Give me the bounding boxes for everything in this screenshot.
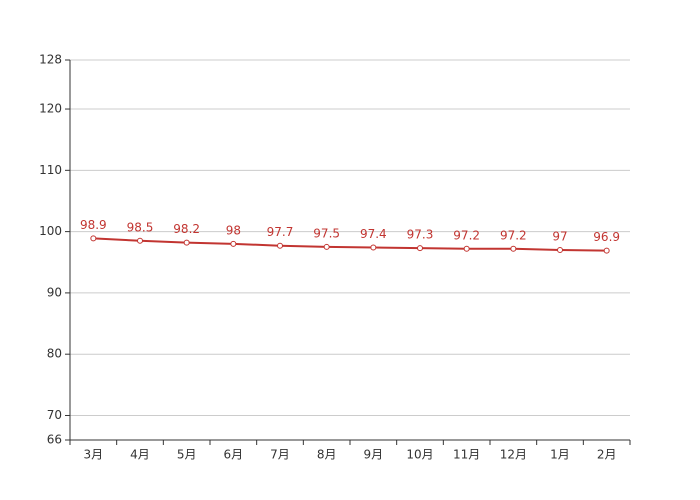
y-tick-label: 100 — [39, 224, 62, 238]
y-tick-label: 80 — [47, 347, 62, 361]
data-label: 97.2 — [500, 228, 527, 242]
y-tick-label: 110 — [39, 163, 62, 177]
x-tick-label: 3月 — [84, 448, 104, 462]
x-tick-label: 12月 — [500, 448, 527, 462]
data-label: 98.5 — [127, 220, 154, 234]
x-tick-label: 9月 — [364, 448, 384, 462]
data-label: 97.5 — [313, 226, 340, 240]
data-label: 98.2 — [173, 222, 200, 236]
y-tick-label: 70 — [47, 408, 62, 422]
y-tick-label: 66 — [47, 433, 62, 447]
line — [93, 237, 607, 252]
data-label: 96.9 — [593, 230, 620, 244]
point — [557, 247, 563, 253]
x-tick-label: 1月 — [550, 448, 570, 462]
data-label: 97.7 — [267, 225, 294, 239]
point — [323, 243, 330, 250]
x-tick-label: 6月 — [224, 448, 244, 462]
x-tick-label: 8月 — [317, 448, 337, 462]
point — [183, 239, 190, 246]
x-tick-label: 2月 — [597, 448, 617, 462]
x-tick-label: 5月 — [177, 448, 197, 462]
point — [137, 237, 143, 244]
y-tick-label: 90 — [47, 285, 62, 299]
x-tick-label: 11月 — [453, 448, 480, 462]
data-label: 97.2 — [453, 228, 480, 242]
point — [463, 245, 470, 252]
point — [603, 247, 610, 254]
y-tick-label: 120 — [39, 102, 62, 116]
data-label: 98.9 — [80, 218, 107, 232]
point — [90, 235, 97, 242]
data-label: 97 — [552, 230, 567, 244]
data-label: 97.3 — [407, 228, 434, 242]
x-tick-label: 4月 — [130, 448, 150, 462]
data-label: 98 — [226, 223, 241, 237]
point — [370, 244, 377, 251]
point — [417, 245, 423, 252]
point — [230, 240, 237, 247]
data-label: 97.4 — [360, 227, 387, 241]
x-tick-label: 10月 — [406, 448, 433, 462]
y-tick-label: 128 — [39, 53, 62, 67]
point — [277, 242, 283, 249]
point — [510, 245, 517, 252]
x-tick-label: 7月 — [270, 448, 290, 462]
